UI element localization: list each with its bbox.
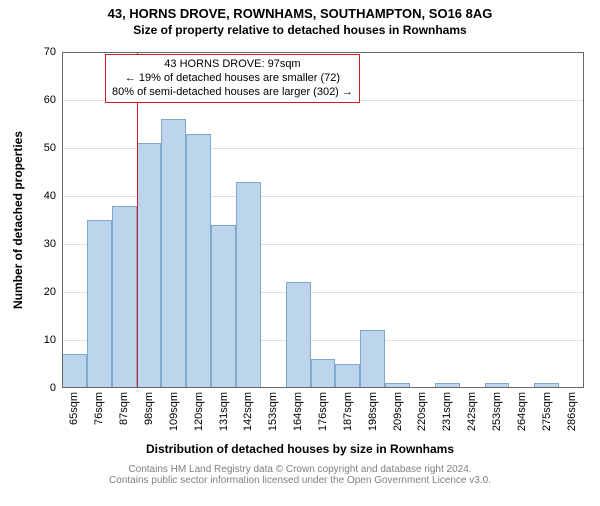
bar bbox=[87, 220, 112, 388]
chart-container: 43, HORNS DROVE, ROWNHAMS, SOUTHAMPTON, … bbox=[0, 6, 600, 506]
bar bbox=[211, 225, 236, 388]
ytick-label: 60 bbox=[44, 94, 62, 106]
ytick-label: 0 bbox=[50, 382, 62, 394]
callout-line-3: 80% of semi-detached houses are larger (… bbox=[112, 86, 353, 100]
xtick-label: 231sqm bbox=[441, 392, 453, 431]
bar bbox=[112, 206, 137, 388]
xtick-label: 253sqm bbox=[491, 392, 503, 431]
xtick-label: 264sqm bbox=[516, 392, 528, 431]
xtick-label: 120sqm bbox=[193, 392, 205, 431]
xtick-label: 131sqm bbox=[218, 392, 230, 431]
xtick-label: 275sqm bbox=[541, 392, 553, 431]
callout-line-2: ← 19% of detached houses are smaller (72… bbox=[112, 72, 353, 86]
bar bbox=[137, 143, 162, 388]
y-axis-label: Number of detached properties bbox=[11, 131, 25, 309]
ytick-label: 10 bbox=[44, 334, 62, 346]
page-title: 43, HORNS DROVE, ROWNHAMS, SOUTHAMPTON, … bbox=[0, 6, 600, 21]
bar bbox=[534, 383, 559, 388]
ytick-label: 30 bbox=[44, 238, 62, 250]
ytick-label: 70 bbox=[44, 46, 62, 58]
bar bbox=[485, 383, 510, 388]
ytick-label: 20 bbox=[44, 286, 62, 298]
x-axis-label: Distribution of detached houses by size … bbox=[0, 442, 600, 456]
xtick-label: 65sqm bbox=[68, 392, 80, 425]
xtick-label: 142sqm bbox=[242, 392, 254, 431]
footer-line-2: Contains public sector information licen… bbox=[0, 475, 600, 486]
xtick-label: 187sqm bbox=[342, 392, 354, 431]
xtick-label: 76sqm bbox=[93, 392, 105, 425]
ytick-label: 50 bbox=[44, 142, 62, 154]
xtick-label: 164sqm bbox=[292, 392, 304, 431]
bar bbox=[236, 182, 261, 388]
bar bbox=[161, 119, 186, 388]
xtick-label: 98sqm bbox=[143, 392, 155, 425]
bar bbox=[311, 359, 336, 388]
bar bbox=[62, 354, 87, 388]
bar bbox=[385, 383, 410, 388]
callout-line-1: 43 HORNS DROVE: 97sqm bbox=[112, 58, 353, 72]
xtick-label: 198sqm bbox=[367, 392, 379, 431]
xtick-label: 286sqm bbox=[566, 392, 578, 431]
bar bbox=[186, 134, 211, 388]
footer: Contains HM Land Registry data © Crown c… bbox=[0, 464, 600, 486]
ytick-label: 40 bbox=[44, 190, 62, 202]
page-subtitle: Size of property relative to detached ho… bbox=[0, 23, 600, 37]
xtick-label: 87sqm bbox=[118, 392, 130, 425]
bar bbox=[360, 330, 385, 388]
xtick-label: 242sqm bbox=[466, 392, 478, 431]
xtick-label: 109sqm bbox=[168, 392, 180, 431]
xtick-label: 153sqm bbox=[267, 392, 279, 431]
footer-line-1: Contains HM Land Registry data © Crown c… bbox=[0, 464, 600, 475]
bar bbox=[335, 364, 360, 388]
bar bbox=[435, 383, 460, 388]
xtick-label: 176sqm bbox=[317, 392, 329, 431]
reference-callout: 43 HORNS DROVE: 97sqm ← 19% of detached … bbox=[105, 54, 360, 103]
bar bbox=[286, 282, 311, 388]
xtick-label: 220sqm bbox=[416, 392, 428, 431]
xtick-label: 209sqm bbox=[392, 392, 404, 431]
